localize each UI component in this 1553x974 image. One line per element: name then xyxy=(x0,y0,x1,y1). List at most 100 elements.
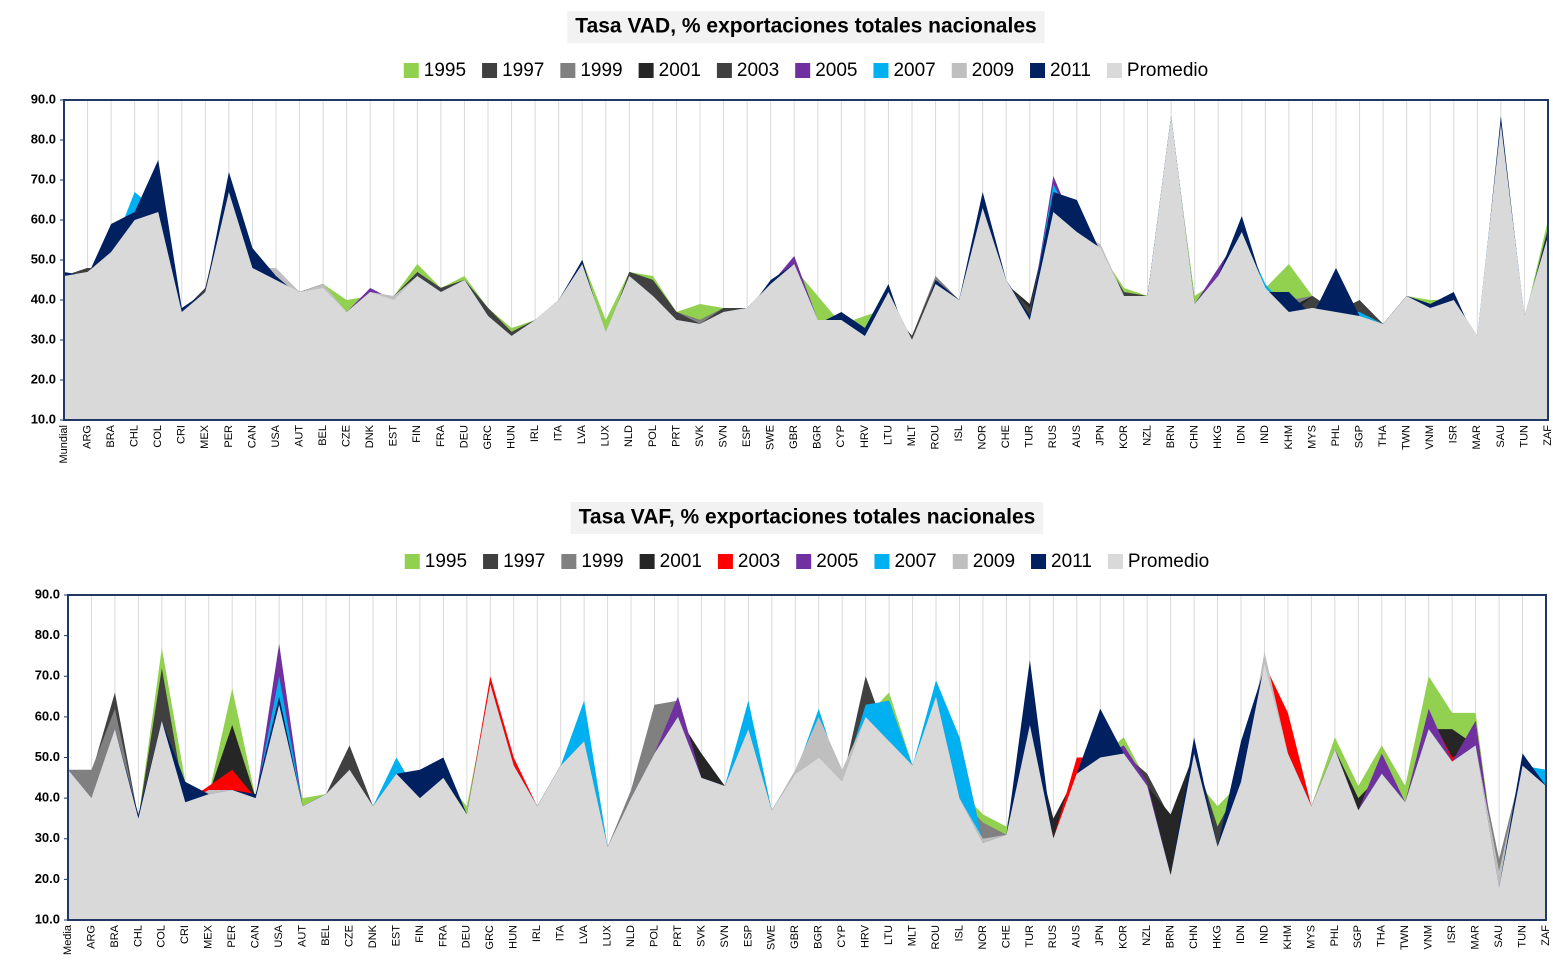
x-tick-label: PER xyxy=(226,925,238,948)
x-tick-label: HRV xyxy=(860,924,872,948)
x-tick-label: IDN xyxy=(1236,425,1248,444)
x-tick-label: KOR xyxy=(1118,425,1130,449)
x-tick-label: FRA xyxy=(437,924,449,947)
x-tick-label: PHL xyxy=(1329,925,1341,946)
x-tick-label: SVN xyxy=(719,925,731,948)
x-tick-label: CAN xyxy=(246,425,258,448)
x-tick-label: ROU xyxy=(929,425,941,450)
x-tick-label: CAN xyxy=(250,925,262,948)
x-tick-label: ESP xyxy=(742,925,754,947)
legend-label: 1997 xyxy=(502,60,544,81)
x-tick-label: TUR xyxy=(1024,425,1036,448)
legend-swatch xyxy=(483,554,499,569)
x-tick-label: POL xyxy=(647,425,659,447)
legend-swatch xyxy=(560,63,576,78)
x-tick-label: THA xyxy=(1376,924,1388,947)
chart-title: Tasa VAF, % exportaciones totales nacion… xyxy=(579,506,1036,529)
y-tick-label: 60.0 xyxy=(35,708,60,723)
legend: 1995 1997 1999 2001 2003 2005 2007 2009 2011 Prom… xyxy=(403,60,1208,81)
x-tick-label: KOR xyxy=(1118,925,1130,949)
y-tick-label: 10.0 xyxy=(31,411,56,426)
x-tick-label: CHE xyxy=(1000,925,1012,948)
x-tick-label: SWE xyxy=(765,425,777,450)
y-tick-label: 60.0 xyxy=(31,211,56,226)
x-tick-label: TUN xyxy=(1518,425,1530,448)
legend-swatch xyxy=(638,63,654,78)
x-tick-label: PER xyxy=(223,425,235,448)
legend-swatch xyxy=(404,554,420,569)
y-tick-label: 50.0 xyxy=(31,251,56,266)
x-tick-label: SAU xyxy=(1495,425,1507,448)
legend-label: 1997 xyxy=(503,551,545,572)
area xyxy=(64,116,1548,420)
x-tick-label: ISR xyxy=(1446,925,1458,943)
x-tick-label: BRN xyxy=(1165,425,1177,448)
legend-label: 2005 xyxy=(815,60,857,81)
x-tick-label: USA xyxy=(270,424,282,447)
x-tick-label: ITA xyxy=(553,424,565,441)
x-tick-label: RUS xyxy=(1047,925,1059,948)
x-tick-label: COL xyxy=(156,925,168,948)
legend-label: Promedio xyxy=(1128,551,1209,572)
x-tick-label: Media xyxy=(62,924,74,955)
legend-swatch xyxy=(1030,63,1046,78)
x-tick-label: NOR xyxy=(977,925,989,950)
legend-swatch xyxy=(874,554,890,569)
x-tick-label: CRI xyxy=(179,925,191,944)
x-tick-label: IRL xyxy=(529,425,541,442)
x-tick-label: HKG xyxy=(1211,925,1223,949)
x-tick-label: CHL xyxy=(129,425,141,447)
legend-swatch xyxy=(717,554,733,569)
x-tick-label: BEL xyxy=(320,925,332,946)
x-tick-label: SVK xyxy=(695,924,707,947)
legend-label: 1995 xyxy=(424,60,466,81)
x-tick-label: VNM xyxy=(1424,425,1436,449)
x-tick-label: HRV xyxy=(859,424,871,448)
x-tick-label: USA xyxy=(273,924,285,947)
x-tick-label: EST xyxy=(388,425,400,447)
x-tick-label: CHN xyxy=(1189,425,1201,449)
x-tick-label: ITA xyxy=(555,924,567,941)
x-tick-label: Mundial xyxy=(58,425,70,464)
x-tick-label: MAR xyxy=(1470,925,1482,950)
x-tick-label: BEL xyxy=(317,425,329,446)
x-tick-label: ESP xyxy=(741,425,753,447)
y-tick-label: 80.0 xyxy=(31,131,56,146)
x-tick-label: CYP xyxy=(835,425,847,448)
legend-swatch xyxy=(1107,554,1123,569)
x-tick-label: SWE xyxy=(766,925,778,950)
legend-swatch xyxy=(639,554,655,569)
legend-swatch xyxy=(951,63,967,78)
legend-label: 1999 xyxy=(580,60,622,81)
legend-label: 1999 xyxy=(581,551,623,572)
legend-swatch xyxy=(482,63,498,78)
x-tick-label: COL xyxy=(152,425,164,448)
x-tick-label: IDN xyxy=(1235,925,1247,944)
x-tick-label: RUS xyxy=(1047,425,1059,448)
x-tick-label: SGP xyxy=(1352,925,1364,948)
x-tick-label: LUX xyxy=(601,924,613,946)
x-tick-label: CHL xyxy=(132,925,144,947)
x-tick-label: IND xyxy=(1258,925,1270,944)
x-tick-label: TWN xyxy=(1401,425,1413,450)
legend-swatch xyxy=(796,554,812,569)
x-tick-label: FRA xyxy=(435,424,447,447)
legend-label: 2007 xyxy=(894,551,936,572)
legend-label: 2011 xyxy=(1051,551,1092,572)
x-tick-label: CHN xyxy=(1188,925,1200,949)
x-tick-label: DEU xyxy=(458,425,470,448)
chart-title: Tasa VAD, % exportaciones totales nacion… xyxy=(575,15,1036,38)
x-tick-label: AUT xyxy=(293,425,305,447)
x-tick-label: PRT xyxy=(670,425,682,447)
x-tick-label: ARG xyxy=(81,425,93,449)
x-tick-label: BRN xyxy=(1165,925,1177,948)
x-tick-label: MLT xyxy=(906,925,918,946)
x-tick-label: GBR xyxy=(789,925,801,949)
x-tick-label: SAU xyxy=(1493,925,1505,948)
x-tick-label: CZE xyxy=(341,425,353,447)
y-tick-label: 20.0 xyxy=(31,371,56,386)
legend-swatch xyxy=(873,63,889,78)
x-tick-label: MYS xyxy=(1306,425,1318,449)
x-tick-label: ARG xyxy=(85,925,97,949)
y-tick-label: 20.0 xyxy=(35,871,60,886)
